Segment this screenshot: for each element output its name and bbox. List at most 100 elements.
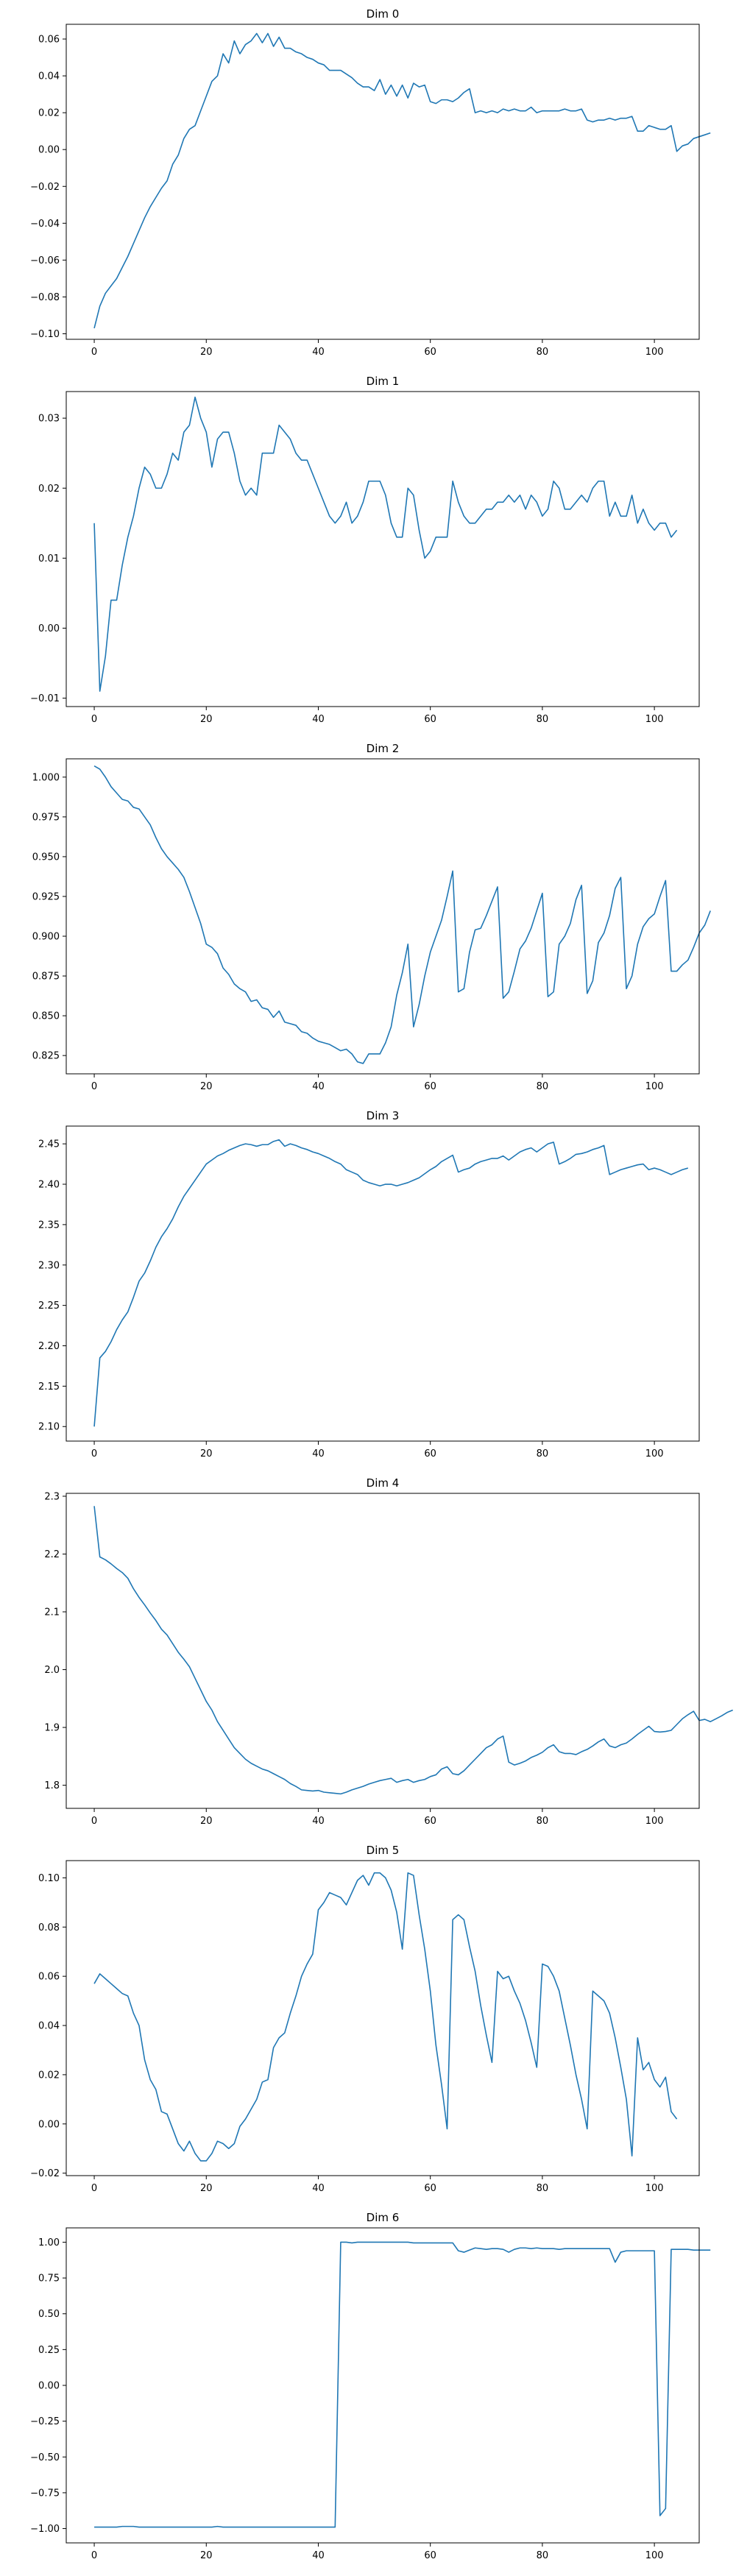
chart-panel: Dim 3 0 20 40 60 80 100 2.10 2.15 2.20 2.25 2.30 2.3… — [38, 1109, 700, 1459]
y-tick-label: 2.3 — [44, 1491, 60, 1502]
y-tick-label: −0.50 — [30, 2452, 60, 2463]
series-line — [93, 32, 711, 329]
y-tick-label: 1.000 — [32, 772, 60, 783]
x-tick-label: 20 — [200, 1081, 213, 1092]
y-tick-label: 0.02 — [38, 2070, 60, 2081]
x-tick-label: 60 — [424, 1448, 436, 1459]
chart-title: Dim 5 — [367, 1844, 400, 1857]
series-line — [94, 2241, 711, 2528]
y-tick-label: 2.0 — [44, 1665, 60, 1676]
y-tick-label: 0.06 — [38, 1972, 60, 1983]
y-tick-label: −0.02 — [30, 2168, 60, 2179]
y-tick-label: −0.04 — [30, 219, 60, 230]
x-tick-label: 60 — [424, 2183, 436, 2194]
y-tick-label: −0.08 — [30, 292, 60, 303]
y-tick-label: 2.20 — [38, 1341, 60, 1352]
x-tick-label: 40 — [312, 1448, 325, 1459]
chart-title: Dim 1 — [367, 375, 400, 388]
y-tick-label: 2.30 — [38, 1260, 60, 1271]
x-tick-label: 0 — [91, 2550, 97, 2561]
y-tick-label: 0.10 — [38, 1873, 60, 1884]
x-tick-label: 60 — [424, 2550, 436, 2561]
y-tick-label: 0.25 — [38, 2345, 60, 2356]
x-tick-label: 20 — [200, 2183, 213, 2194]
chart-panel: Dim 6 0 20 40 60 80 100 −1.00 −0.75 −0.50 −0.25 0.0… — [30, 2211, 711, 2561]
y-tick-label: 0.925 — [32, 891, 60, 902]
x-tick-label: 20 — [200, 2550, 213, 2561]
y-tick-label: 0.00 — [38, 623, 60, 634]
y-tick-label: 0.850 — [32, 1011, 60, 1022]
chart-panel: Dim 5 0 20 40 60 80 100 −0.02 0.00 0.02 0.04 0.06 0.… — [30, 1844, 700, 2194]
x-tick-label: 0 — [91, 714, 97, 725]
x-tick-label: 100 — [645, 347, 664, 358]
plot-frame — [66, 1125, 700, 1442]
y-tick-label: 0.875 — [32, 972, 60, 983]
x-tick-label: 80 — [537, 1816, 549, 1827]
chart-panel: Dim 4 0 20 40 60 80 100 1.8 1.9 2.0 2.1 2.2 2.3 — [44, 1476, 733, 1827]
y-tick-label: 0.02 — [38, 484, 60, 495]
y-tick-label: 0.02 — [38, 108, 60, 119]
y-tick-label: 0.06 — [38, 35, 60, 46]
x-tick-label: 60 — [424, 1081, 436, 1092]
y-tick-label: 2.45 — [38, 1139, 60, 1150]
y-tick-label: 0.00 — [38, 145, 60, 156]
y-tick-label: −1.00 — [30, 2524, 60, 2535]
x-tick-label: 40 — [312, 1081, 325, 1092]
y-tick-label: 0.08 — [38, 1922, 60, 1933]
chart-panel: Dim 1 0 20 40 60 80 100 −0.01 0.00 0.01 0.02 0.03 — [30, 375, 700, 725]
x-tick-label: 80 — [537, 1448, 549, 1459]
plot-frame — [66, 758, 700, 1075]
y-tick-label: 2.15 — [38, 1381, 60, 1393]
plot-frame — [66, 2227, 700, 2544]
series-line — [93, 1139, 689, 1427]
y-tick-label: 2.35 — [38, 1220, 60, 1231]
chart-title: Dim 4 — [367, 1476, 400, 1490]
x-tick-label: 20 — [200, 1816, 213, 1827]
x-tick-label: 100 — [645, 1816, 664, 1827]
y-tick-label: 0.950 — [32, 852, 60, 863]
y-tick-label: 0.75 — [38, 2274, 60, 2285]
y-tick-label: 0.04 — [38, 2021, 60, 2032]
x-tick-label: 80 — [537, 1081, 549, 1092]
y-tick-label: 1.9 — [44, 1723, 60, 1734]
y-tick-label: 0.900 — [32, 932, 60, 943]
x-tick-label: 60 — [424, 714, 436, 725]
y-tick-label: 2.1 — [44, 1607, 60, 1618]
y-tick-label: 2.10 — [38, 1422, 60, 1433]
y-tick-label: 0.825 — [32, 1051, 60, 1062]
x-tick-label: 40 — [312, 2550, 325, 2561]
series-line — [93, 396, 678, 692]
x-tick-label: 20 — [200, 347, 213, 358]
x-tick-label: 20 — [200, 1448, 213, 1459]
series-line — [93, 1506, 733, 1795]
x-tick-label: 100 — [645, 2550, 664, 2561]
y-tick-label: −0.75 — [30, 2488, 60, 2499]
y-tick-label: 0.00 — [38, 2119, 60, 2130]
y-tick-label: 0.04 — [38, 71, 60, 82]
x-tick-label: 40 — [312, 1816, 325, 1827]
x-tick-label: 60 — [424, 1816, 436, 1827]
y-tick-label: −0.25 — [30, 2416, 60, 2427]
chart-panel: Dim 0 0 20 40 60 80 100 −0.10 −0.08 −0.06 −0.04 −0.… — [30, 7, 711, 358]
x-tick-label: 80 — [537, 2183, 549, 2194]
chart-title: Dim 3 — [367, 1109, 400, 1122]
plot-frame — [66, 24, 700, 340]
chart-title: Dim 6 — [367, 2211, 400, 2224]
y-tick-label: 0.975 — [32, 812, 60, 823]
x-tick-label: 0 — [91, 347, 97, 358]
chart-panel: Dim 2 0 20 40 60 80 100 0.825 0.850 0.875 0.900 0.9… — [32, 742, 711, 1092]
x-tick-label: 60 — [424, 347, 436, 358]
x-tick-label: 0 — [91, 1816, 97, 1827]
plot-frame — [66, 1860, 700, 2176]
y-tick-label: 0.01 — [38, 553, 60, 565]
x-tick-label: 40 — [312, 347, 325, 358]
series-line — [93, 765, 711, 1064]
y-tick-label: 1.00 — [38, 2237, 60, 2248]
x-tick-label: 100 — [645, 1081, 664, 1092]
x-tick-label: 0 — [91, 2183, 97, 2194]
x-tick-label: 100 — [645, 714, 664, 725]
y-tick-label: 0.03 — [38, 414, 60, 425]
y-tick-label: 2.25 — [38, 1301, 60, 1312]
chart-title: Dim 2 — [367, 742, 400, 755]
y-tick-label: 2.2 — [44, 1549, 60, 1560]
